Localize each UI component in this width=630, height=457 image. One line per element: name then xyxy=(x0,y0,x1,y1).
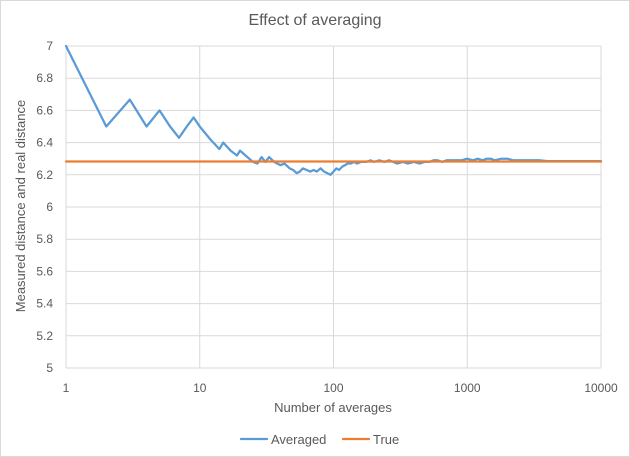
y-tick-label: 6.4 xyxy=(36,136,53,150)
x-tick-label: 1000 xyxy=(454,381,481,395)
y-tick-label: 5.2 xyxy=(36,329,53,343)
x-tick-label: 100 xyxy=(323,381,343,395)
y-tick-label: 5.8 xyxy=(36,232,53,246)
y-tick-label: 6.6 xyxy=(36,103,53,117)
legend-label-averaged: Averaged xyxy=(271,432,326,447)
x-tick-label: 1 xyxy=(63,381,70,395)
y-tick-label: 6.2 xyxy=(36,168,53,182)
y-axis-label: Measured distance and real distance xyxy=(13,100,28,312)
y-tick-label: 5 xyxy=(46,361,53,375)
x-tick-label: 10 xyxy=(193,381,207,395)
legend-label-true: True xyxy=(373,432,399,447)
y-tick-label: 6.8 xyxy=(36,71,53,85)
y-tick-label: 5.4 xyxy=(36,297,53,311)
tick-labels: 5 5.2 5.4 5.6 5.8 6 6.2 6.4 6.6 6.8 7 1 10 100 1000 100… xyxy=(36,39,618,395)
y-tick-label: 7 xyxy=(46,39,53,53)
x-tick-label: 10000 xyxy=(584,381,618,395)
y-tick-label: 6 xyxy=(46,200,53,214)
series-lines xyxy=(64,44,603,176)
series-line-averaged xyxy=(64,44,603,176)
chart-title: Effect of averaging xyxy=(248,12,381,29)
gridlines xyxy=(65,45,602,369)
legend: Averaged True xyxy=(239,432,399,447)
y-tick-label: 5.6 xyxy=(36,264,53,278)
x-axis-label: Number of averages xyxy=(274,400,392,415)
